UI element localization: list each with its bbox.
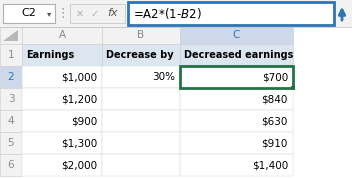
Text: ▾: ▾ xyxy=(47,9,51,18)
Text: fx: fx xyxy=(107,8,117,18)
Polygon shape xyxy=(3,30,18,41)
Text: $700: $700 xyxy=(262,72,288,82)
Text: C: C xyxy=(233,30,240,40)
Text: A: A xyxy=(58,30,65,40)
Bar xyxy=(0,154,22,176)
Bar xyxy=(102,154,180,176)
Text: 30%: 30% xyxy=(152,72,175,82)
Bar xyxy=(102,27,180,44)
Bar xyxy=(102,88,180,110)
Text: 3: 3 xyxy=(8,94,14,104)
Text: $1,200: $1,200 xyxy=(61,94,97,104)
Bar xyxy=(0,27,22,44)
Bar xyxy=(102,110,180,132)
Bar xyxy=(180,88,293,110)
Text: Decrease by: Decrease by xyxy=(106,50,174,60)
Text: $1,400: $1,400 xyxy=(252,160,288,170)
Bar xyxy=(0,0,352,27)
Bar xyxy=(22,154,102,176)
Bar xyxy=(22,66,102,88)
Text: $910: $910 xyxy=(262,138,288,148)
Text: $1,000: $1,000 xyxy=(61,72,97,82)
Bar xyxy=(3,4,55,23)
Bar xyxy=(0,44,22,66)
Bar xyxy=(22,27,102,44)
Text: C2: C2 xyxy=(21,8,37,18)
Text: $900: $900 xyxy=(71,116,97,126)
Text: $1,300: $1,300 xyxy=(61,138,97,148)
Text: $630: $630 xyxy=(262,116,288,126)
Bar xyxy=(180,66,293,88)
Text: ✕: ✕ xyxy=(76,8,84,18)
Bar xyxy=(102,44,180,66)
Bar xyxy=(102,66,180,88)
Text: 4: 4 xyxy=(8,116,14,126)
Bar xyxy=(0,132,22,154)
Bar xyxy=(0,88,22,110)
Bar xyxy=(0,110,22,132)
Text: 1: 1 xyxy=(8,50,14,60)
Bar xyxy=(180,132,293,154)
Text: $700: $700 xyxy=(262,72,288,82)
Bar xyxy=(22,88,102,110)
Text: $2,000: $2,000 xyxy=(61,160,97,170)
Text: $840: $840 xyxy=(262,94,288,104)
Bar xyxy=(22,110,102,132)
Bar xyxy=(180,154,293,176)
Bar xyxy=(0,66,22,88)
Text: 2: 2 xyxy=(8,72,14,82)
Text: ✓: ✓ xyxy=(91,8,99,18)
Text: Earnings: Earnings xyxy=(26,50,74,60)
Bar xyxy=(102,132,180,154)
Text: B: B xyxy=(137,30,145,40)
Text: =A2*(1-$B$2): =A2*(1-$B$2) xyxy=(133,6,202,21)
Text: Decreased earnings: Decreased earnings xyxy=(184,50,293,60)
Bar xyxy=(128,2,334,25)
Bar xyxy=(180,27,293,44)
Text: 5: 5 xyxy=(8,138,14,148)
Bar xyxy=(291,86,295,90)
Bar xyxy=(180,66,293,88)
Bar xyxy=(180,44,293,66)
Bar xyxy=(22,132,102,154)
Text: ⋮: ⋮ xyxy=(57,7,69,20)
Bar xyxy=(180,110,293,132)
Bar xyxy=(22,44,102,66)
Bar xyxy=(70,4,125,23)
Text: 6: 6 xyxy=(8,160,14,170)
